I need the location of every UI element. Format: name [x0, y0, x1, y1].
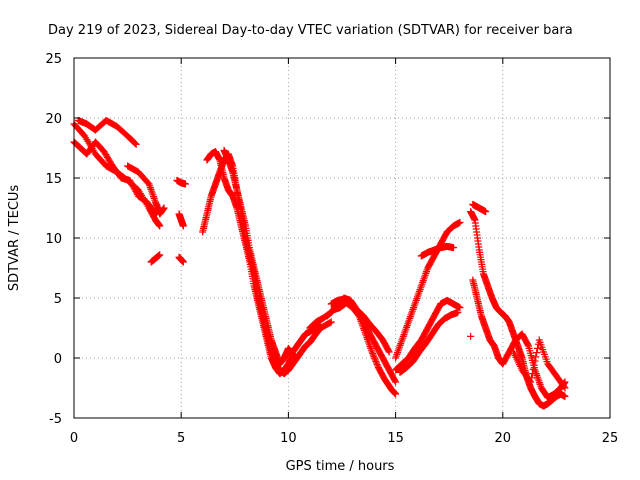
data-point	[524, 341, 532, 349]
data-point	[126, 176, 134, 184]
data-point	[371, 354, 379, 362]
series-track-s	[467, 208, 569, 410]
series-track-q	[396, 308, 462, 376]
data-point	[132, 187, 140, 195]
grid-layer	[74, 58, 610, 418]
series-track-e	[147, 251, 164, 266]
y-tick-label: 15	[45, 172, 62, 187]
series-track-o	[392, 218, 464, 362]
data-point	[317, 323, 325, 331]
data-point	[127, 178, 135, 186]
points-layer	[70, 116, 569, 410]
data-point	[533, 349, 541, 357]
y-tick-label: 25	[45, 52, 62, 67]
data-point	[385, 348, 393, 356]
x-tick-label: 5	[177, 431, 185, 446]
data-point	[561, 392, 569, 400]
data-point	[156, 222, 164, 230]
data-point	[534, 344, 542, 352]
data-point	[531, 357, 539, 365]
data-point	[526, 377, 534, 385]
data-point	[128, 181, 136, 189]
data-point	[370, 353, 378, 361]
data-point	[132, 140, 140, 148]
y-tick-label: 10	[45, 232, 62, 247]
data-point	[131, 140, 139, 148]
series-track-b	[70, 138, 164, 218]
series-track-u	[469, 200, 490, 216]
data-point	[160, 204, 168, 212]
series-track-v	[510, 336, 569, 392]
data-point	[373, 359, 381, 367]
data-point	[133, 189, 141, 197]
data-point	[293, 354, 301, 362]
x-axis-title: GPS time / hours	[286, 459, 395, 474]
data-point	[179, 258, 187, 266]
data-point	[456, 304, 464, 312]
data-point	[392, 378, 400, 386]
data-point	[130, 139, 138, 147]
data-point	[130, 184, 138, 192]
data-point	[467, 332, 475, 340]
series-track-t	[469, 276, 569, 402]
data-point	[368, 348, 376, 356]
data-point	[561, 384, 569, 392]
data-point	[144, 179, 152, 187]
chart-title: Day 219 of 2023, Sidereal Day-to-day VTE…	[48, 23, 573, 38]
ticks-layer	[73, 57, 611, 419]
data-point	[530, 361, 538, 369]
data-point	[327, 318, 335, 326]
series-track-w	[467, 332, 475, 340]
data-point	[527, 378, 535, 386]
y-tick-label: 20	[45, 112, 62, 127]
data-point	[385, 347, 393, 355]
series-track-n	[327, 295, 393, 356]
data-point	[532, 353, 540, 361]
data-point	[482, 208, 490, 216]
x-tick-label: 0	[70, 431, 78, 446]
series-track-d	[124, 162, 168, 218]
x-tick-label: 25	[602, 431, 619, 446]
series-track-k	[220, 146, 301, 368]
data-point	[529, 365, 537, 373]
data-point	[131, 186, 139, 194]
series-track-c	[74, 116, 140, 148]
labels-layer: 0 5 10 15 20 25 -5 0 5 10 15 20 25	[45, 52, 618, 446]
data-point	[181, 180, 189, 188]
data-point	[528, 374, 536, 382]
series-track-h	[175, 253, 187, 266]
data-point	[369, 350, 377, 358]
series-track-p	[392, 296, 464, 374]
data-point	[129, 183, 137, 191]
data-point	[372, 357, 380, 365]
data-point	[373, 360, 381, 368]
data-point	[156, 251, 164, 259]
data-point	[392, 390, 400, 398]
y-tick-label: 5	[54, 292, 62, 307]
y-tick-label: -5	[49, 412, 62, 427]
series-track-f	[173, 176, 189, 188]
data-point	[127, 180, 135, 188]
x-tick-label: 10	[280, 431, 297, 446]
data-point	[449, 244, 457, 252]
y-tick-label: 0	[54, 352, 62, 367]
series-track-r	[417, 242, 457, 260]
data-point	[179, 222, 187, 230]
data-point	[528, 370, 536, 378]
data-point	[371, 356, 379, 364]
data-point	[454, 308, 462, 316]
series-track-g	[175, 210, 187, 230]
y-axis-title: SDTVAR / TECUs	[7, 185, 22, 292]
data-point	[369, 351, 377, 359]
data-point	[456, 218, 464, 226]
x-tick-label: 15	[387, 431, 404, 446]
data-point	[560, 383, 568, 391]
x-tick-label: 20	[495, 431, 512, 446]
data-point	[391, 377, 399, 385]
